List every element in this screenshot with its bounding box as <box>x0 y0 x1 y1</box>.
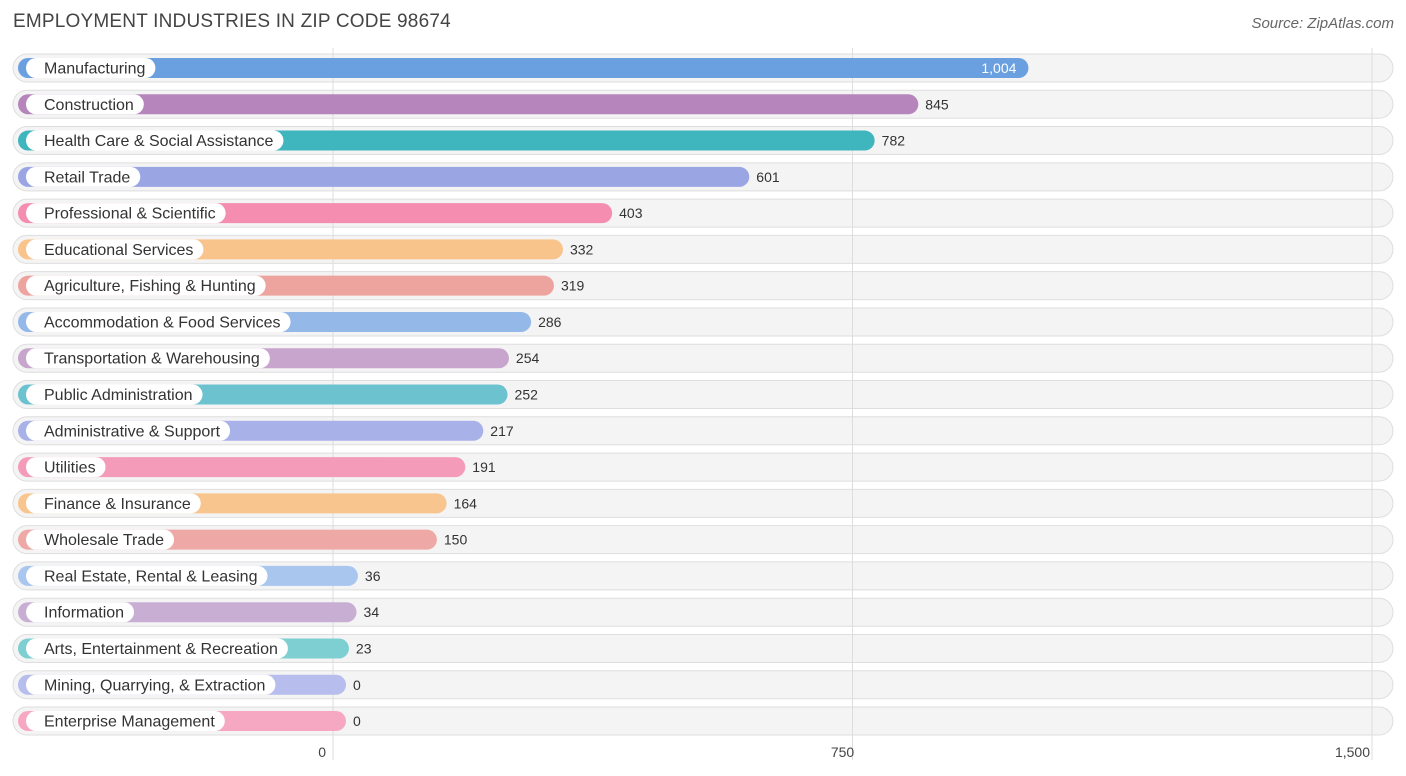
category-label-pill <box>26 239 204 260</box>
category-label: Mining, Quarrying, & Extraction <box>44 677 265 694</box>
value-label: 164 <box>454 495 478 511</box>
category-label-pill <box>26 130 284 151</box>
category-label-pill <box>26 166 141 187</box>
value-label: 0 <box>353 713 361 729</box>
category-label-pill <box>26 493 201 514</box>
category-label-pill <box>26 94 144 115</box>
bar <box>18 94 919 115</box>
bars: Manufacturing 1,004 Construction 845 Health … <box>18 58 1029 732</box>
value-label: 254 <box>516 350 540 366</box>
category-label-pill <box>26 457 106 478</box>
x-axis-ticks: 0 750 1,500 <box>318 744 1370 760</box>
value-label: 252 <box>515 387 539 403</box>
tick-label: 0 <box>318 744 326 760</box>
category-label: Accommodation & Food Services <box>44 314 281 331</box>
category-label: Public Administration <box>44 387 193 404</box>
value-label: 286 <box>538 314 562 330</box>
row-background <box>12 597 1394 627</box>
category-label: Administrative & Support <box>44 423 221 440</box>
row-background <box>12 633 1394 663</box>
category-label-pill <box>26 711 225 732</box>
value-label: 217 <box>490 423 514 439</box>
category-label: Finance & Insurance <box>44 496 191 513</box>
value-label: 36 <box>365 568 381 584</box>
category-label-pill <box>26 420 231 441</box>
bar <box>18 166 750 187</box>
value-label: 332 <box>570 241 594 257</box>
value-label: 34 <box>364 604 380 620</box>
category-label: Enterprise Management <box>44 714 215 731</box>
chart-title: EMPLOYMENT INDUSTRIES IN ZIP CODE 98674 <box>13 11 451 32</box>
value-label: 0 <box>353 677 361 693</box>
category-label-pill <box>26 275 266 296</box>
value-label: 23 <box>356 640 372 656</box>
chart-source: Source: ZipAtlas.com <box>1251 15 1394 32</box>
category-label-pill <box>26 311 291 332</box>
category-label: Agriculture, Fishing & Hunting <box>44 278 256 295</box>
value-label: 845 <box>925 96 949 112</box>
category-label-pill <box>26 384 203 405</box>
row-background <box>12 670 1394 700</box>
category-label: Transportation & Warehousing <box>44 351 260 368</box>
tick-label: 750 <box>831 744 855 760</box>
category-label: Wholesale Trade <box>44 532 164 549</box>
category-label: Information <box>44 605 124 622</box>
category-label-pill <box>26 58 156 78</box>
category-label: Real Estate, Rental & Leasing <box>44 568 257 585</box>
category-label: Professional & Scientific <box>44 206 216 223</box>
category-label-pill <box>26 565 268 586</box>
bar <box>18 457 466 478</box>
value-label: 403 <box>619 205 643 221</box>
value-label: 319 <box>561 278 585 294</box>
category-label-pill <box>26 602 135 623</box>
category-label: Retail Trade <box>44 169 130 186</box>
category-label-pill <box>26 348 270 369</box>
category-label: Health Care & Social Assistance <box>44 133 274 150</box>
row-background <box>12 561 1394 591</box>
value-label: 601 <box>756 169 780 185</box>
category-label: Manufacturing <box>44 61 145 78</box>
category-label-pill <box>26 674 276 695</box>
value-label: 150 <box>444 532 468 548</box>
value-label: 782 <box>882 133 906 149</box>
value-label: 191 <box>472 459 496 475</box>
category-label: Construction <box>44 97 134 114</box>
category-label: Arts, Entertainment & Recreation <box>44 641 278 658</box>
category-label-pill <box>26 638 288 659</box>
category-label: Utilities <box>44 460 96 477</box>
category-label: Educational Services <box>44 242 193 259</box>
tick-label: 1,500 <box>1335 744 1370 760</box>
row-background <box>12 706 1394 736</box>
category-label-pill <box>26 529 175 550</box>
category-label-pill <box>26 203 226 224</box>
value-label: 1,004 <box>981 60 1016 76</box>
bar <box>18 58 1029 78</box>
